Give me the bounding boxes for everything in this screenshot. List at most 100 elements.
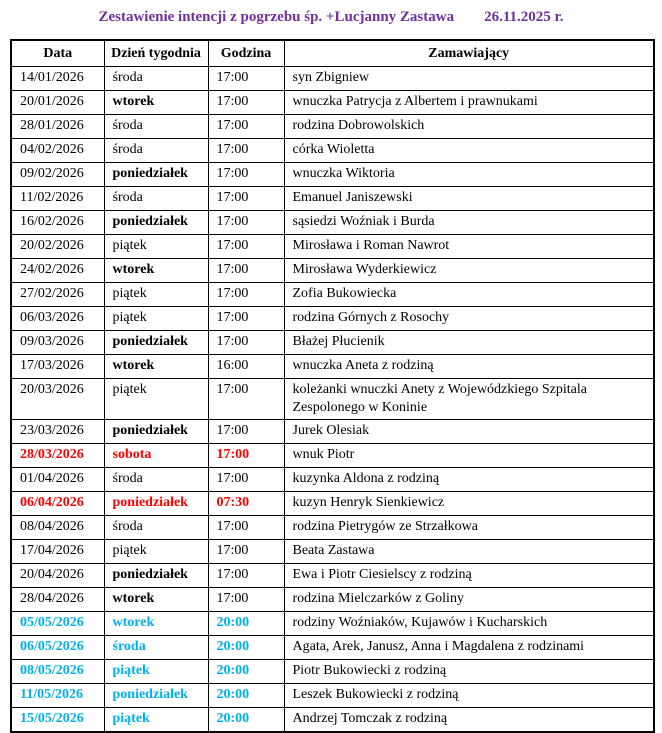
cell-orderer: rodziny Woźniaków, Kujawów i Kucharskich: [283, 611, 655, 636]
cell-orderer: Leszek Bukowiecki z rodziną: [283, 683, 655, 708]
cell-time: 17:00: [207, 90, 285, 115]
table-row: 11/02/2026 środa 17:00 Emanuel Janiszewski: [10, 186, 655, 211]
cell-date: 27/02/2026: [10, 282, 105, 307]
cell-orderer: Piotr Bukowiecki z rodziną: [283, 659, 655, 684]
cell-orderer: koleżanki wnuczki Anety z Wojewódzkiego …: [283, 378, 655, 420]
table-row: 17/04/2026 piątek 17:00 Beata Zastawa: [10, 539, 655, 564]
cell-day: poniedziałek: [103, 162, 209, 187]
cell-date: 28/04/2026: [10, 587, 105, 612]
cell-date: 15/05/2026: [10, 707, 105, 733]
cell-day: poniedziałek: [103, 419, 209, 444]
cell-time: 17:00: [207, 587, 285, 612]
table-header: Data Dzień tygodnia Godzina Zamawiający: [10, 39, 655, 67]
table-row: 04/02/2026 środa 17:00 córka Wioletta: [10, 138, 655, 163]
title-date: 26.11.2025 r.: [484, 9, 564, 25]
cell-date: 06/03/2026: [10, 306, 105, 331]
cell-date: 11/05/2026: [10, 683, 105, 708]
cell-date: 23/03/2026: [10, 419, 105, 444]
cell-day: wtorek: [103, 587, 209, 612]
cell-time: 17:00: [207, 258, 285, 283]
cell-date: 06/05/2026: [10, 635, 105, 660]
cell-orderer: wnuczka Aneta z rodziną: [283, 354, 655, 379]
table-row: 20/03/2026 piątek 17:00 koleżanki wnuczki A…: [10, 378, 655, 420]
cell-day: środa: [103, 515, 209, 540]
cell-orderer: kuzynka Aldona z rodziną: [283, 467, 655, 492]
cell-time: 17:00: [207, 234, 285, 259]
cell-orderer: kuzyn Henryk Sienkiewicz: [283, 491, 655, 516]
table-row: 06/04/2026 poniedziałek 07:30 kuzyn Henryk …: [10, 491, 655, 516]
cell-orderer: wnuk Piotr: [283, 443, 655, 468]
header-row: Data Dzień tygodnia Godzina Zamawiający: [10, 39, 655, 67]
cell-orderer: Mirosława Wyderkiewicz: [283, 258, 655, 283]
cell-time: 17:00: [207, 162, 285, 187]
cell-time: 20:00: [207, 611, 285, 636]
cell-time: 17:00: [207, 66, 285, 91]
cell-orderer: wnuczka Wiktoria: [283, 162, 655, 187]
cell-time: 16:00: [207, 354, 285, 379]
cell-date: 28/03/2026: [10, 443, 105, 468]
title-text: Zestawienie intencji z pogrzebu śp. +Luc…: [98, 9, 455, 25]
table-row: 06/05/2026 środa 20:00 Agata, Arek, Janusz,…: [10, 635, 655, 660]
cell-day: piątek: [103, 707, 209, 733]
table-row: 11/05/2026 poniedziałek 20:00 Leszek Bukowi…: [10, 683, 655, 708]
cell-time: 17:00: [207, 210, 285, 235]
column-header-orderer: Zamawiający: [283, 39, 655, 67]
cell-date: 20/03/2026: [10, 378, 105, 420]
cell-time: 17:00: [207, 539, 285, 564]
cell-orderer: rodzina Mielczarków z Goliny: [283, 587, 655, 612]
table-row: 01/04/2026 środa 17:00 kuzynka Aldona z rod…: [10, 467, 655, 492]
table-row: 06/03/2026 piątek 17:00 rodzina Górnych z R…: [10, 306, 655, 331]
table-row: 15/05/2026 piątek 20:00 Andrzej Tomczak z r…: [10, 707, 655, 733]
cell-date: 09/02/2026: [10, 162, 105, 187]
cell-orderer: Jurek Olesiak: [283, 419, 655, 444]
cell-day: środa: [103, 635, 209, 660]
cell-time: 20:00: [207, 659, 285, 684]
cell-time: 20:00: [207, 635, 285, 660]
cell-time: 17:00: [207, 114, 285, 139]
cell-orderer: Agata, Arek, Janusz, Anna i Magdalena z …: [283, 635, 655, 660]
table-row: 05/05/2026 wtorek 20:00 rodziny Woźniaków, …: [10, 611, 655, 636]
cell-time: 17:00: [207, 443, 285, 468]
cell-orderer: Mirosława i Roman Nawrot: [283, 234, 655, 259]
cell-orderer: Emanuel Janiszewski: [283, 186, 655, 211]
cell-time: 17:00: [207, 186, 285, 211]
table-row: 27/02/2026 piątek 17:00 Zofia Bukowiecka: [10, 282, 655, 307]
cell-time: 17:00: [207, 378, 285, 420]
cell-date: 20/01/2026: [10, 90, 105, 115]
table-row: 08/05/2026 piątek 20:00 Piotr Bukowiecki z …: [10, 659, 655, 684]
cell-date: 17/03/2026: [10, 354, 105, 379]
cell-day: piątek: [103, 234, 209, 259]
cell-day: środa: [103, 467, 209, 492]
table-row: 20/01/2026 wtorek 17:00 wnuczka Patrycja z …: [10, 90, 655, 115]
table-row: 08/04/2026 środa 17:00 rodzina Pietrygów ze…: [10, 515, 655, 540]
cell-orderer: syn Zbigniew: [283, 66, 655, 91]
intentions-table: Data Dzień tygodnia Godzina Zamawiający …: [10, 39, 655, 733]
cell-day: piątek: [103, 539, 209, 564]
table-row: 09/02/2026 poniedziałek 17:00 wnuczka Wikto…: [10, 162, 655, 187]
cell-orderer: Andrzej Tomczak z rodziną: [283, 707, 655, 733]
cell-date: 16/02/2026: [10, 210, 105, 235]
table-row: 20/02/2026 piątek 17:00 Mirosława i Roman N…: [10, 234, 655, 259]
table-row: 24/02/2026 wtorek 17:00 Mirosława Wyderkiew…: [10, 258, 655, 283]
cell-time: 17:00: [207, 419, 285, 444]
cell-date: 17/04/2026: [10, 539, 105, 564]
cell-time: 17:00: [207, 330, 285, 355]
cell-day: poniedziałek: [103, 210, 209, 235]
cell-orderer: Ewa i Piotr Ciesielscy z rodziną: [283, 563, 655, 588]
cell-day: piątek: [103, 282, 209, 307]
cell-date: 08/04/2026: [10, 515, 105, 540]
cell-date: 06/04/2026: [10, 491, 105, 516]
cell-time: 17:00: [207, 138, 285, 163]
cell-day: piątek: [103, 659, 209, 684]
table-row: 28/03/2026 sobota 17:00 wnuk Piotr: [10, 443, 655, 468]
cell-time: 17:00: [207, 563, 285, 588]
cell-day: poniedziałek: [103, 563, 209, 588]
cell-time: 17:00: [207, 306, 285, 331]
cell-day: poniedziałek: [103, 330, 209, 355]
cell-date: 11/02/2026: [10, 186, 105, 211]
cell-day: wtorek: [103, 611, 209, 636]
cell-time: 20:00: [207, 707, 285, 733]
table-row: 16/02/2026 poniedziałek 17:00 sąsiedzi Woźn…: [10, 210, 655, 235]
cell-day: środa: [103, 114, 209, 139]
